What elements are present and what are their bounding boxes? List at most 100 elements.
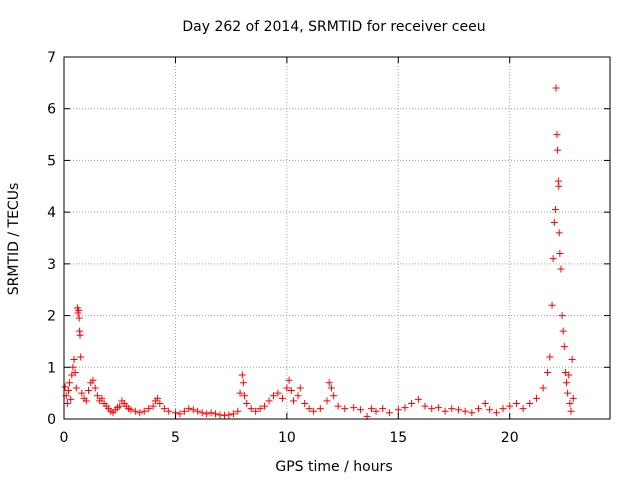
data-point xyxy=(165,407,173,415)
data-point xyxy=(127,406,135,414)
data-point xyxy=(78,389,86,397)
data-point xyxy=(71,368,79,376)
y-tick-label: 1 xyxy=(47,360,56,376)
data-point xyxy=(368,405,376,413)
data-point xyxy=(564,389,572,397)
data-point xyxy=(565,371,573,379)
data-point xyxy=(61,383,69,391)
data-point xyxy=(89,376,97,384)
data-point xyxy=(552,84,560,92)
data-point xyxy=(220,411,228,419)
data-point xyxy=(475,405,483,413)
data-point xyxy=(372,407,380,415)
data-point xyxy=(274,389,282,397)
data-point xyxy=(149,402,157,410)
x-tick-label: 5 xyxy=(171,430,180,446)
data-point xyxy=(66,379,74,387)
data-point xyxy=(285,376,293,384)
y-tick-label: 2 xyxy=(47,309,56,325)
data-point xyxy=(519,405,527,413)
data-point xyxy=(207,409,215,417)
data-point xyxy=(116,402,124,410)
data-point xyxy=(330,392,338,400)
data-point xyxy=(512,399,520,407)
data-points xyxy=(61,84,577,420)
data-point xyxy=(278,394,286,402)
data-point xyxy=(567,407,575,415)
data-point xyxy=(526,399,534,407)
data-point xyxy=(194,407,202,415)
data-point xyxy=(180,407,188,415)
data-point xyxy=(252,407,260,415)
data-point xyxy=(70,356,78,364)
x-tick-label: 20 xyxy=(501,430,519,446)
data-point xyxy=(64,387,72,395)
data-point xyxy=(556,250,564,258)
y-tick-label: 5 xyxy=(47,153,56,169)
data-point xyxy=(551,206,559,214)
data-point xyxy=(67,395,75,403)
data-point xyxy=(185,405,193,413)
data-point xyxy=(441,407,449,415)
data-point xyxy=(408,399,416,407)
data-point xyxy=(325,379,333,387)
data-point xyxy=(544,368,552,376)
data-point xyxy=(238,371,246,379)
data-point xyxy=(356,406,364,414)
data-point xyxy=(77,353,85,361)
data-point xyxy=(265,397,273,405)
data-point xyxy=(203,410,211,418)
y-tick-label: 3 xyxy=(47,257,56,273)
data-point xyxy=(341,405,349,413)
data-point xyxy=(136,409,144,417)
data-point xyxy=(234,407,242,415)
plot-frame xyxy=(63,56,611,420)
data-point xyxy=(305,405,313,413)
data-point xyxy=(555,182,563,190)
data-point xyxy=(93,392,101,400)
data-point xyxy=(301,399,309,407)
data-point xyxy=(294,392,302,400)
x-tick-label: 0 xyxy=(60,430,69,446)
chart-title: Day 262 of 2014, SRMTID for receiver cee… xyxy=(182,19,485,35)
data-point xyxy=(454,406,462,414)
data-point xyxy=(550,218,558,226)
data-point xyxy=(98,394,106,402)
x-tick-label: 15 xyxy=(389,430,407,446)
x-axis: 0 5 10 15 20 xyxy=(60,57,519,446)
data-point xyxy=(145,405,153,413)
x-axis-title: GPS time / hours xyxy=(275,459,392,475)
data-point xyxy=(327,384,335,392)
data-point xyxy=(414,395,422,403)
data-point xyxy=(229,410,237,418)
data-point xyxy=(310,407,318,415)
data-point xyxy=(283,384,291,392)
data-point xyxy=(76,331,84,339)
y-tick-label: 6 xyxy=(47,102,56,118)
data-point xyxy=(539,384,547,392)
data-point xyxy=(334,402,342,410)
data-point xyxy=(563,379,571,387)
data-point xyxy=(216,411,224,419)
data-point xyxy=(225,411,233,419)
data-point xyxy=(481,399,489,407)
data-point xyxy=(555,229,563,237)
data-point xyxy=(256,405,264,413)
data-point xyxy=(239,379,247,387)
data-point xyxy=(323,397,331,405)
data-point xyxy=(394,406,402,414)
data-point xyxy=(428,405,436,413)
data-point xyxy=(243,399,251,407)
data-point xyxy=(160,405,168,413)
data-point xyxy=(189,406,197,414)
grid-lines xyxy=(64,57,610,419)
data-point xyxy=(401,404,409,412)
y-tick-label: 4 xyxy=(47,205,56,221)
data-point xyxy=(560,343,568,351)
data-point xyxy=(156,399,164,407)
data-point xyxy=(559,327,567,335)
data-point xyxy=(557,265,565,273)
y-tick-label: 0 xyxy=(47,412,56,428)
data-point xyxy=(546,353,554,361)
data-point xyxy=(492,409,500,417)
